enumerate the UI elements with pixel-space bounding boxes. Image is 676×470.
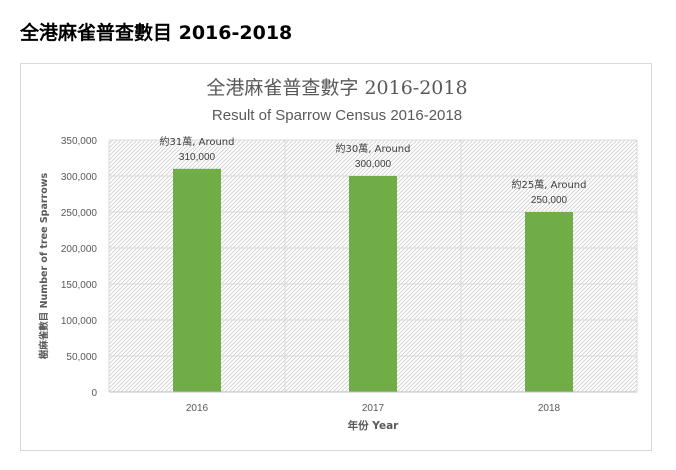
- chart-subtitle: Result of Sparrow Census 2016-2018: [212, 107, 462, 124]
- y-tick-label: 300,000: [61, 172, 98, 183]
- bar: [173, 168, 221, 392]
- x-tick-label: 2018: [538, 403, 561, 414]
- x-tick-label: 2016: [186, 403, 209, 414]
- x-axis-title: 年份 Year: [348, 419, 400, 432]
- data-label: 310,000: [179, 152, 216, 163]
- bar: [349, 176, 397, 392]
- y-tick-label: 250,000: [61, 208, 98, 219]
- y-tick-label: 100,000: [61, 316, 98, 327]
- bar: [525, 212, 573, 392]
- y-tick-label: 200,000: [61, 244, 98, 255]
- y-axis-title: 樹麻雀數目 Number of tree Sparrows: [38, 172, 50, 359]
- chart-frame: 全港麻雀普查數字 2016-2018 Result of Sparrow Cens…: [20, 63, 652, 451]
- y-tick-label: 350,000: [61, 136, 98, 147]
- x-tick-label: 2017: [362, 403, 385, 414]
- page-heading: 全港麻雀普查數目 2016-2018: [20, 22, 293, 44]
- data-label: 300,000: [355, 159, 392, 170]
- y-tick-label: 150,000: [61, 280, 98, 291]
- data-label: 約25萬, Around: [512, 178, 587, 191]
- data-label: 250,000: [531, 195, 568, 206]
- data-label: 約31萬, Around: [160, 135, 235, 148]
- data-label: 約30萬, Around: [336, 142, 411, 155]
- chart-title: 全港麻雀普查數字 2016-2018: [206, 77, 467, 99]
- bar-chart: 全港麻雀普查數字 2016-2018 Result of Sparrow Cens…: [38, 77, 638, 432]
- y-tick-label: 0: [91, 388, 97, 399]
- y-tick-label: 50,000: [66, 352, 97, 363]
